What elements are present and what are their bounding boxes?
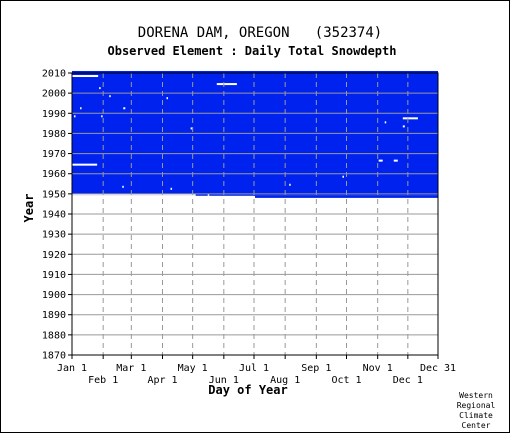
missing-segment [109,95,111,98]
credit-block: Western Regional Climate Center [457,391,496,430]
missing-segment [207,193,210,196]
credit-line-1: Western [459,391,493,400]
missing-segment [123,107,126,110]
missing-segment [216,83,237,86]
x-tick-label: Mar 1 [116,363,146,374]
missing-segment [99,87,101,90]
x-tick-label: Feb 1 [88,375,118,386]
missing-segment [166,97,169,100]
y-tick-label: 1870 [42,351,66,362]
y-tick-label: 1980 [42,129,66,140]
x-tick-label: Aug 1 [270,375,300,386]
missing-segment [101,115,103,118]
missing-segment [289,183,291,186]
y-tick-label: 1900 [42,290,66,301]
missing-segment [72,195,254,198]
missing-segment [122,185,124,188]
missing-segment [72,193,196,196]
missing-segment [74,115,76,118]
credit-line-2: Regional [457,401,496,410]
missing-segment [170,187,173,190]
x-axis-label: Day of Year [208,383,287,397]
missing-segment [72,75,99,78]
missing-segment [378,159,383,162]
x-tick-label: Apr 1 [147,375,177,386]
missing-segment [72,163,98,166]
coverage-block-partial [255,195,438,198]
y-axis-label: Year [22,194,36,223]
chart-title: DORENA DAM, OREGON (352374) [138,25,382,41]
y-tick-label: 1950 [42,189,66,200]
x-tick-label: Jan 1 [57,363,87,374]
y-tick-label: 1890 [42,310,66,321]
missing-segment [190,127,193,130]
x-axis-ticks: Jan 1 Mar 1 May 1 Jul 1 Sep 1 Nov 1 Dec 31 Feb … [57,355,456,386]
x-tick-label: Dec 1 [393,375,423,386]
x-tick-label: Jun 1 [209,375,239,386]
y-tick-label: 1970 [42,149,66,160]
credit-line-3: Climate [459,411,493,420]
missing-segment [80,107,82,110]
y-tick-label: 2010 [42,69,66,80]
y-tick-label: 1960 [42,169,66,180]
x-tick-label: Jul 1 [239,363,269,374]
missing-segment [342,175,344,178]
y-tick-label: 2000 [42,89,66,100]
missing-segment [402,125,405,128]
data-coverage [72,70,438,198]
y-tick-label: 1910 [42,270,66,281]
missing-segments [72,75,418,198]
y-tick-label: 1880 [42,330,66,341]
y-tick-label: 1940 [42,210,66,221]
x-tick-label: Dec 31 [420,363,456,374]
x-tick-label: Oct 1 [331,375,361,386]
y-axis-ticks: 2010 2000 1990 1980 1970 1960 1950 1940 1930 1920… [42,69,72,362]
chart-subtitle: Observed Element : Daily Total Snowdepth [108,44,397,58]
missing-segment [402,117,418,120]
y-tick-label: 1990 [42,109,66,120]
missing-segment [384,121,387,124]
y-tick-label: 1930 [42,230,66,241]
y-tick-label: 1920 [42,250,66,261]
grid-lines [72,73,438,355]
x-tick-label: Sep 1 [301,363,331,374]
x-tick-label: Nov 1 [363,363,393,374]
x-tick-label: May 1 [178,363,208,374]
credit-line-4: Center [462,421,491,430]
missing-segment [393,159,398,162]
